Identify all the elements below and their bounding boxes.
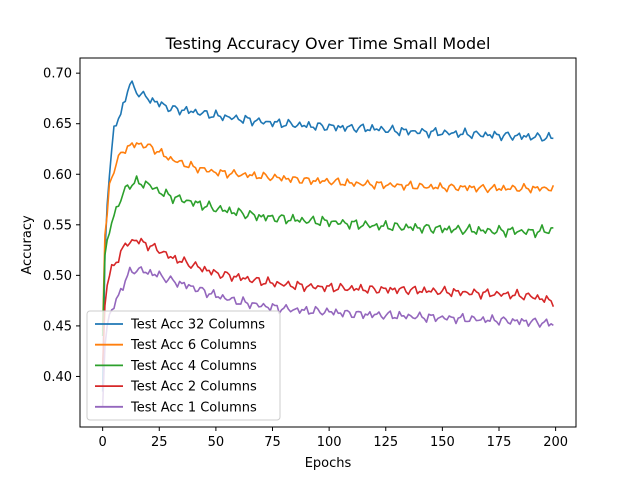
series-line-1: [101, 80, 554, 392]
y-tick-label: 0.55: [43, 218, 72, 233]
legend-label: Test Acc 32 Columns: [130, 318, 265, 333]
x-tick-label: 75: [264, 435, 281, 450]
legend-label: Test Acc 2 Columns: [130, 380, 257, 395]
y-axis-label: Accuracy: [20, 215, 35, 275]
y-tick-label: 0.40: [43, 370, 72, 385]
y-tick-label: 0.60: [43, 168, 72, 183]
x-tick-label: 25: [151, 435, 168, 450]
legend-box: [86, 310, 281, 421]
x-tick-label: 200: [543, 435, 568, 450]
x-tick-label: 0: [99, 435, 107, 450]
x-tick-label: 125: [373, 435, 398, 450]
plot-area: [79, 57, 577, 428]
legend-label: Test Acc 4 Columns: [130, 359, 257, 374]
series-line-2: [101, 142, 555, 331]
x-axis-label: Epochs: [305, 456, 352, 471]
series-line-5: [101, 266, 554, 407]
x-tick-label: 50: [208, 435, 225, 450]
x-tick-label: 150: [430, 435, 455, 450]
series-line-3: [101, 175, 554, 337]
y-tick-label: 0.45: [43, 319, 72, 334]
x-tick-label: 100: [317, 435, 342, 450]
y-axis: 0.40 0.45 0.50 0.55 0.60 0.65 0.70: [43, 67, 80, 385]
legend-label: Test Acc 1 Columns: [130, 400, 257, 415]
x-tick-label: 175: [487, 435, 512, 450]
legend: Test Acc 32 Columns Test Acc 6 Columns Tes…: [86, 310, 281, 421]
plot-frame: [79, 57, 577, 428]
legend-label: Test Acc 6 Columns: [130, 338, 257, 353]
y-tick-label: 0.65: [43, 117, 72, 132]
y-tick-label: 0.50: [43, 269, 72, 284]
series-line-4: [101, 237, 555, 367]
y-tick-label: 0.70: [43, 67, 72, 82]
x-axis: 0 25 50 75 100 125 150 175 200: [99, 427, 568, 450]
chart-title: Testing Accuracy Over Time Small Model: [165, 34, 491, 53]
